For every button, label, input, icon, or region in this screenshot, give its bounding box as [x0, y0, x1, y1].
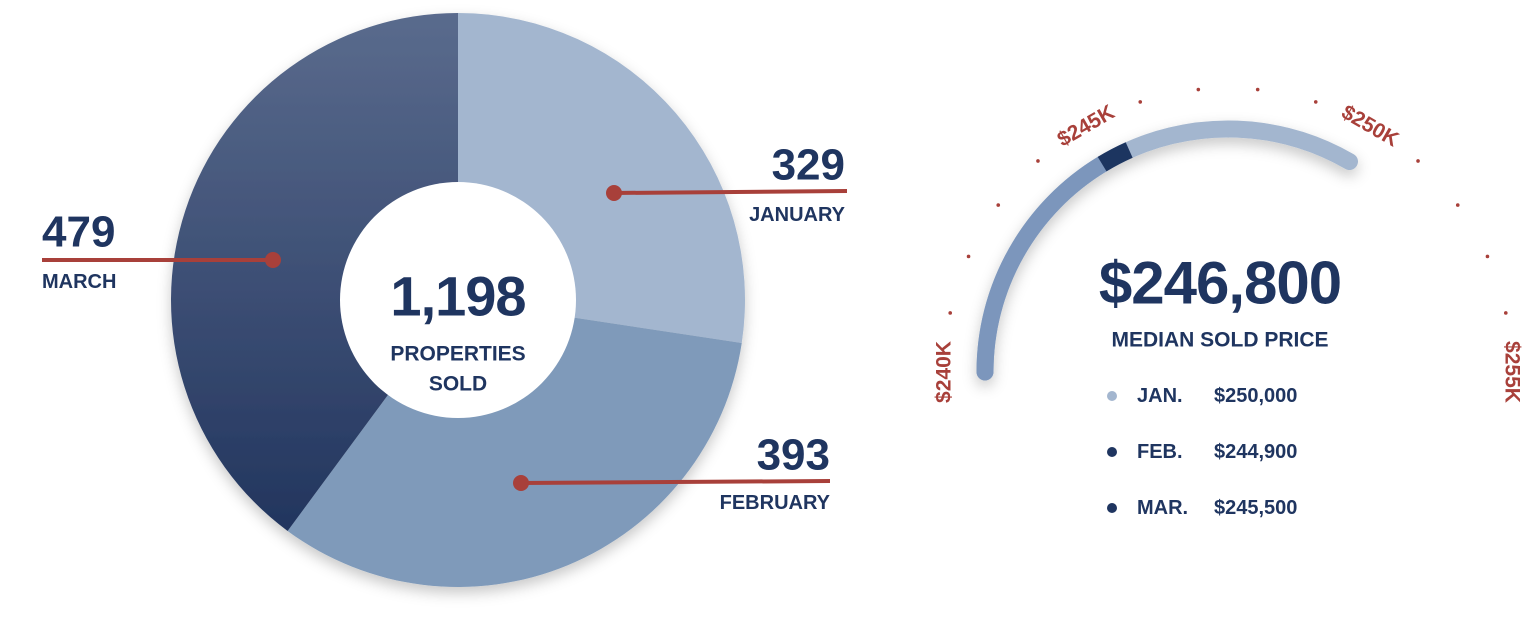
median-value: $246,800: [1099, 250, 1341, 317]
gauge-minor-tick: [1416, 159, 1420, 163]
gauge-minor-tick: [1485, 254, 1490, 259]
gauge-minor-tick: [1255, 87, 1260, 92]
gauge-minor-tick: [1313, 100, 1318, 104]
gauge-chart: $240K $245K $250K $255K $246,800 MEDIAN SOLD …: [933, 87, 1524, 519]
donut-slice: [170, 13, 458, 531]
slice-label: MARCH: [42, 271, 116, 293]
legend-label: FEB.: [1137, 441, 1183, 463]
slice-value: 393: [757, 431, 830, 480]
legend-dot: [1107, 447, 1117, 457]
slice-value: 479: [42, 208, 115, 257]
gauge-tick-label: $250K: [1337, 101, 1402, 152]
legend-dot: [1107, 391, 1117, 401]
gauge-bar: [1097, 142, 1133, 172]
leader-dot: [606, 185, 622, 201]
gauge-bar: [976, 155, 1111, 381]
legend-label: JAN.: [1137, 385, 1183, 407]
slice-label: FEBRUARY: [720, 492, 831, 514]
donut-slice: [287, 300, 742, 588]
gauge-tick-label: $245K: [1053, 101, 1118, 152]
gauge-arc: [976, 120, 1358, 381]
gauge-minor-tick: [1503, 311, 1508, 315]
leader-dot: [265, 252, 281, 268]
gauge-tick-label: $240K: [933, 341, 956, 403]
gauge-minor-tick: [948, 311, 953, 315]
legend-value: $244,900: [1214, 441, 1297, 463]
median-caption: MEDIAN SOLD PRICE: [1111, 329, 1328, 352]
legend-dot: [1107, 503, 1117, 513]
gauge-tick-label: $255K: [1501, 341, 1524, 403]
donut-labels: 329 JANUARY 393 FEBRUARY 479 MARCH 1,198 PROPER…: [42, 141, 848, 514]
legend-value: $245,500: [1214, 497, 1297, 519]
slice-value: 329: [772, 141, 845, 190]
legend-value: $250,000: [1214, 385, 1297, 407]
donut-hole: [340, 182, 576, 418]
gauge-minor-tick: [1196, 87, 1201, 92]
leader-dot: [513, 475, 529, 491]
leader-line: [613, 189, 848, 195]
total-caption: PROPERTIES: [390, 343, 525, 366]
legend-label: MAR.: [1137, 497, 1188, 519]
slice-label: JANUARY: [749, 204, 846, 226]
leader-line: [520, 479, 831, 485]
gauge-minor-tick: [1455, 203, 1460, 207]
gauge-minor-tick: [996, 203, 1001, 207]
gauge-minor-tick: [966, 254, 971, 259]
total-caption: SOLD: [429, 373, 487, 396]
total-value: 1,198: [390, 265, 525, 328]
gauge-minor-tick: [1138, 100, 1143, 104]
gauge-minor-tick: [1036, 159, 1040, 163]
